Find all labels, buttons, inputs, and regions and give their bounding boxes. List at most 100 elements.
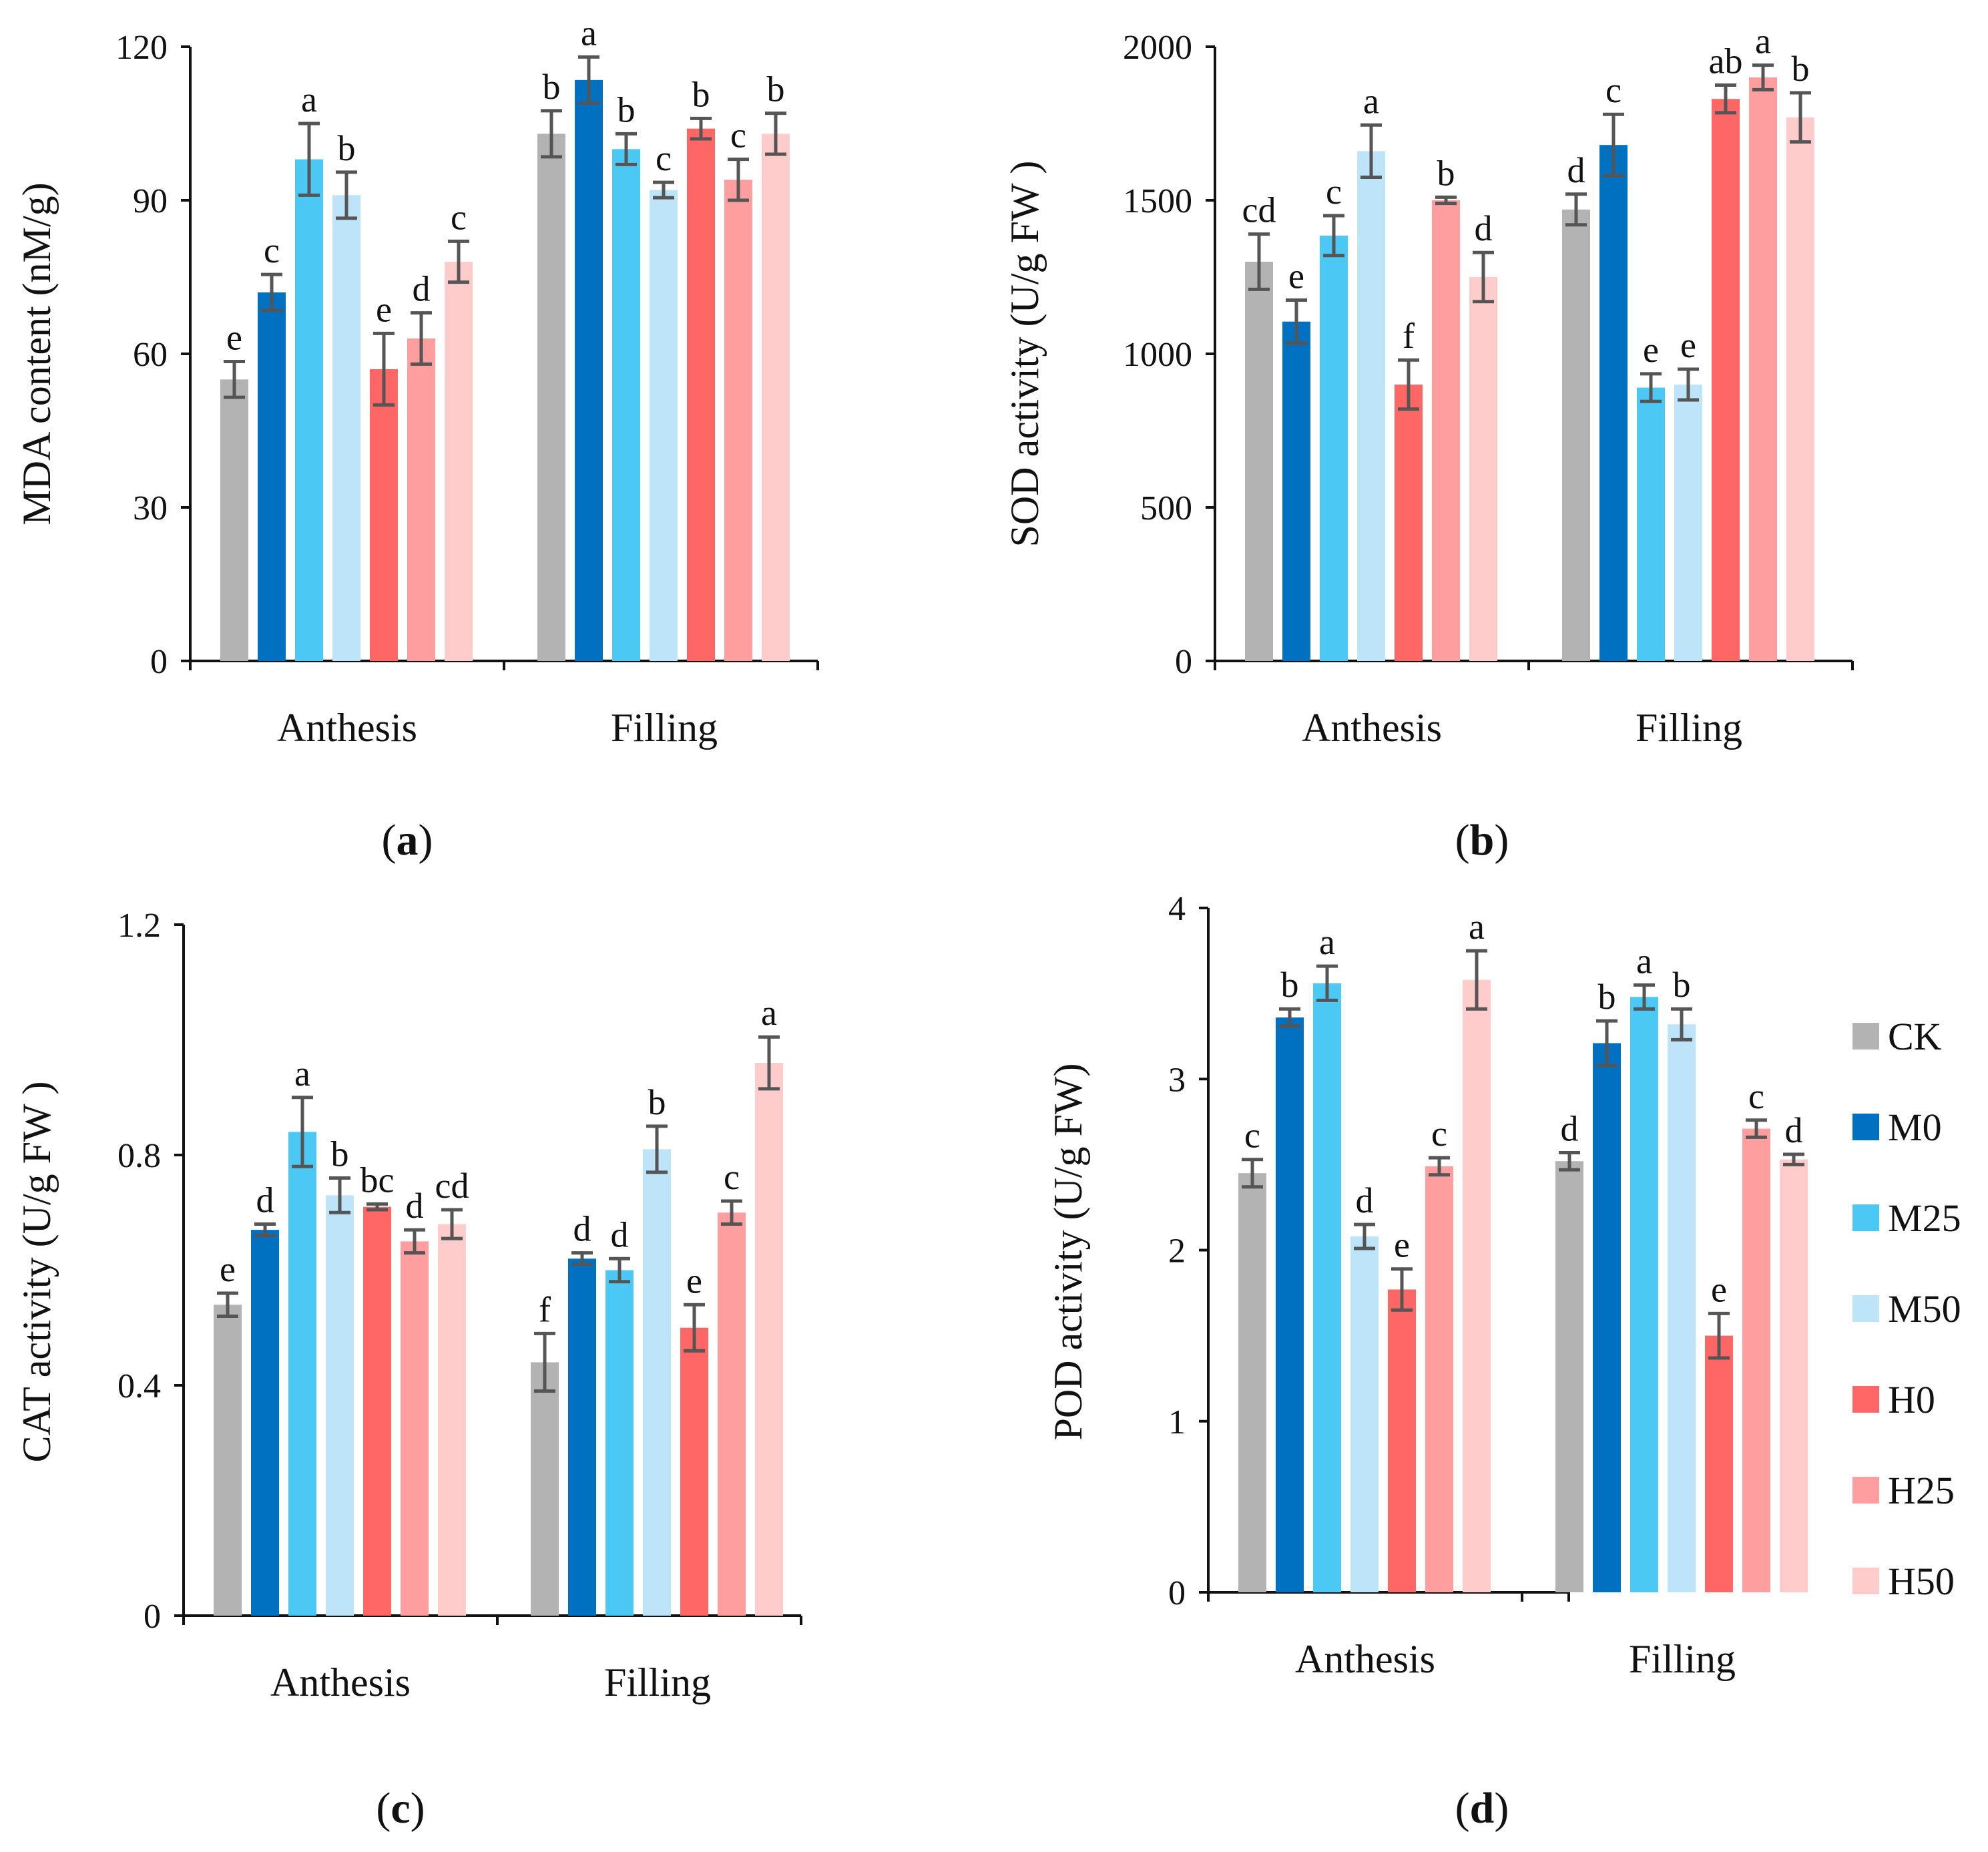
significance-letter: e bbox=[376, 289, 392, 329]
bar-H50-Anthesis bbox=[438, 1224, 466, 1616]
y-tick-label: 500 bbox=[1140, 489, 1192, 527]
significance-letter: b bbox=[1437, 153, 1455, 193]
bar-M50-Anthesis bbox=[1350, 1236, 1379, 1592]
category-label: Anthesis bbox=[277, 706, 417, 750]
y-tick-label: 1.2 bbox=[117, 907, 161, 945]
significance-letter: d bbox=[611, 1214, 629, 1254]
significance-letter: c bbox=[264, 230, 280, 270]
bar-H25-Anthesis bbox=[1432, 200, 1460, 661]
bar-M50-Anthesis bbox=[326, 1195, 354, 1616]
bar-M0-Anthesis bbox=[1276, 1017, 1304, 1592]
bar-H50-Anthesis bbox=[1469, 277, 1497, 661]
legend-label-H0: H0 bbox=[1888, 1378, 1935, 1421]
significance-letter: e bbox=[220, 1249, 236, 1289]
panel-label-close: ) bbox=[419, 816, 433, 865]
bar-H50-Filling bbox=[1780, 1159, 1808, 1592]
bar-CK-Anthesis bbox=[1238, 1173, 1266, 1592]
y-tick-label: 120 bbox=[115, 29, 168, 67]
bar-M25-Anthesis bbox=[288, 1132, 316, 1616]
legend-swatch-M50 bbox=[1852, 1295, 1879, 1322]
bar-H0-Anthesis bbox=[363, 1206, 391, 1616]
panel-label-close: ) bbox=[1494, 1784, 1509, 1833]
bar-M0-Filling bbox=[1599, 145, 1628, 661]
significance-letter: e bbox=[1288, 256, 1304, 296]
significance-letter: d bbox=[1475, 208, 1493, 248]
legend-label-H25: H25 bbox=[1888, 1469, 1955, 1512]
bar-H0-Anthesis bbox=[1388, 1289, 1416, 1592]
bar-M0-Anthesis bbox=[1282, 321, 1310, 661]
significance-letter: a bbox=[301, 79, 317, 120]
significance-letter: cd bbox=[435, 1166, 469, 1206]
bar-CK-Filling bbox=[537, 134, 565, 662]
bar-M50-Filling bbox=[643, 1149, 671, 1616]
bar-M0-Filling bbox=[575, 79, 603, 662]
significance-letter: d bbox=[1567, 150, 1585, 190]
y-tick-label: 0.4 bbox=[117, 1367, 161, 1405]
bar-H50-Filling bbox=[1786, 117, 1814, 662]
significance-letter: c bbox=[451, 197, 467, 237]
significance-letter: d bbox=[406, 1186, 424, 1226]
bar-H25-Anthesis bbox=[401, 1241, 429, 1616]
significance-letter: e bbox=[1643, 330, 1659, 370]
significance-letter: b bbox=[767, 69, 785, 109]
significance-letter: d bbox=[1561, 1108, 1579, 1148]
panel-label: (d) bbox=[1455, 1784, 1509, 1833]
significance-letter: c bbox=[1326, 172, 1342, 212]
significance-letter: c bbox=[730, 115, 746, 156]
panel-label-letter: b bbox=[1470, 816, 1495, 865]
significance-letter: f bbox=[1403, 316, 1415, 356]
significance-letter: b bbox=[338, 128, 356, 168]
bar-CK-Anthesis bbox=[214, 1305, 242, 1616]
bar-H50-Anthesis bbox=[1463, 979, 1491, 1592]
significance-letter: b bbox=[617, 89, 636, 130]
bar-M25-Filling bbox=[612, 149, 640, 662]
y-tick-label: 90 bbox=[133, 182, 168, 220]
bar-H25-Filling bbox=[1742, 1128, 1770, 1592]
significance-letter: e bbox=[1711, 1269, 1727, 1309]
panel-label: (c) bbox=[376, 1784, 425, 1833]
y-tick-label: 60 bbox=[133, 336, 168, 374]
significance-letter: b bbox=[1792, 49, 1810, 89]
significance-letter: c bbox=[724, 1157, 740, 1197]
bar-H25-Filling bbox=[724, 180, 752, 661]
legend: CK M0 M25 M50 H0 H25 H50 bbox=[1852, 1015, 1961, 1603]
y-tick-label: 30 bbox=[133, 489, 168, 527]
bar-H25-Filling bbox=[1749, 77, 1777, 661]
y-tick-label: 1500 bbox=[1123, 182, 1192, 220]
bar-H50-Filling bbox=[755, 1063, 783, 1616]
bar-H25-Anthesis bbox=[1425, 1166, 1453, 1592]
bar-CK-Anthesis bbox=[220, 379, 248, 661]
bar-H0-Filling bbox=[1712, 99, 1740, 661]
bar-M50-Filling bbox=[1674, 385, 1702, 661]
y-tick-label: 0 bbox=[1168, 1574, 1186, 1612]
significance-letter: a bbox=[1469, 907, 1485, 947]
legend-swatch-CK bbox=[1852, 1023, 1879, 1050]
legend-swatch-H25 bbox=[1852, 1477, 1879, 1503]
significance-letter: b bbox=[648, 1082, 666, 1122]
panel-label-close: ) bbox=[411, 1784, 425, 1833]
panel-label-open: ( bbox=[1455, 1784, 1470, 1833]
bar-CK-Filling bbox=[531, 1362, 559, 1616]
bar-H0-Filling bbox=[1705, 1335, 1733, 1592]
panel-label-letter: a bbox=[397, 816, 419, 865]
bar-H50-Filling bbox=[762, 134, 790, 662]
y-tick-label: 2000 bbox=[1123, 29, 1192, 67]
bar-M25-Anthesis bbox=[1320, 235, 1348, 661]
bar-M0-Anthesis bbox=[251, 1230, 279, 1616]
category-label: Anthesis bbox=[1295, 1637, 1435, 1681]
bar-M0-Filling bbox=[1593, 1043, 1621, 1592]
legend-swatch-H0 bbox=[1852, 1386, 1879, 1413]
legend-label-M25: M25 bbox=[1888, 1196, 1961, 1240]
bar-M25-Anthesis bbox=[295, 159, 323, 661]
significance-letter: ab bbox=[1709, 41, 1743, 81]
panel-label-open: ( bbox=[376, 1784, 391, 1833]
legend-label-M50: M50 bbox=[1888, 1287, 1961, 1331]
bar-CK-Filling bbox=[1562, 209, 1590, 661]
significance-letter: e bbox=[226, 318, 242, 358]
bar-M25-Anthesis bbox=[1313, 983, 1341, 1592]
bar-H25-Filling bbox=[718, 1212, 746, 1616]
significance-letter: b bbox=[1673, 965, 1691, 1005]
